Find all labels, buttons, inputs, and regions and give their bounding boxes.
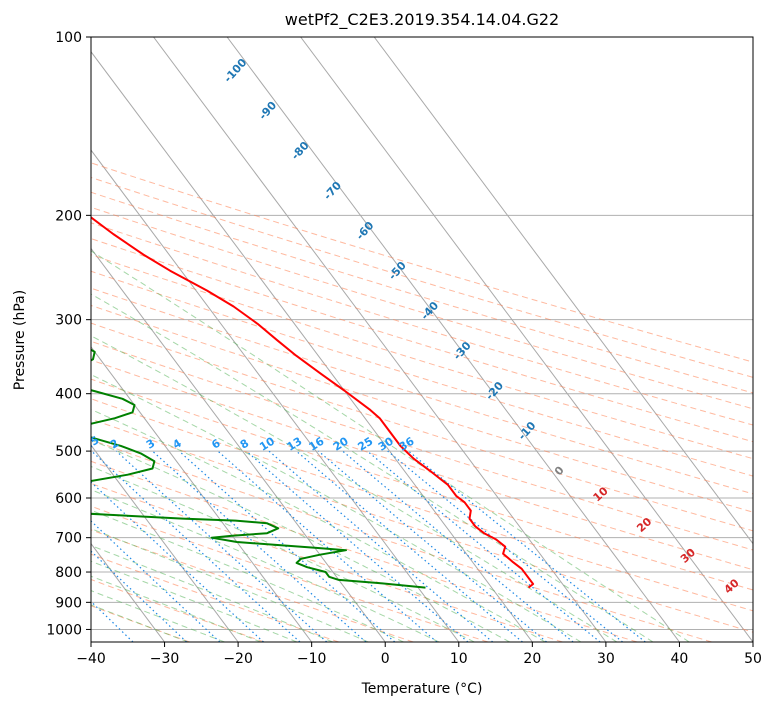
y-tick-label: 500 — [55, 444, 82, 460]
y-axis-label: Pressure (hPa) — [12, 290, 28, 390]
isotherm-line — [373, 37, 753, 545]
dry-adiabat-line — [91, 270, 753, 477]
x-tick-label: −30 — [150, 651, 180, 667]
x-tick-label: 10 — [450, 651, 468, 667]
dry-adiabat-line — [91, 359, 753, 571]
mixing-ratio-line — [246, 450, 469, 642]
mixing-ratio-line — [91, 481, 264, 642]
isotherm-line — [91, 247, 386, 642]
x-tick-label: 50 — [744, 651, 762, 667]
dry-adiabat-line — [91, 398, 753, 612]
isotherm-line — [91, 149, 460, 642]
x-tick-label: −10 — [297, 651, 327, 667]
dry-adiabat-line — [91, 238, 753, 443]
plot-frame — [90, 36, 754, 643]
y-tick-label: 300 — [55, 313, 82, 329]
moist-adiabat-line — [91, 544, 333, 642]
mixing-ratio-line — [91, 550, 188, 642]
mixing-ratio-line — [268, 450, 494, 642]
x-tick-label: 30 — [597, 651, 615, 667]
mixing-ratio-line — [295, 450, 523, 642]
y-tick-label: 200 — [55, 208, 82, 224]
isotherm-line — [153, 37, 607, 642]
dry-adiabat-line — [91, 340, 753, 551]
dry-adiabat-line — [91, 460, 638, 642]
y-tick-label: 100 — [55, 30, 82, 46]
x-axis-label: Temperature (°C) — [361, 681, 483, 697]
dry-adiabat-line — [91, 191, 753, 394]
isotherm-line — [226, 37, 680, 642]
mixing-ratio-line — [366, 450, 601, 642]
moist-adiabat-line — [91, 509, 404, 642]
moist-adiabat-line — [91, 250, 690, 642]
y-tick-label: 700 — [55, 531, 82, 547]
axis-ticks: −40 −30 −20 −10 0 10 20 30 40 50 100 200 300 400 500 60… — [46, 30, 762, 667]
moist-adiabat-line — [91, 465, 475, 642]
y-tick-label: 900 — [55, 595, 82, 611]
dry-adiabat-line — [91, 529, 414, 642]
isotherm-line — [91, 444, 239, 642]
mixing-ratio-label: 1.5 — [78, 433, 101, 454]
background-lines — [91, 37, 753, 642]
profile-lines — [91, 216, 535, 589]
mixing-ratio-line — [318, 450, 547, 642]
dry-adiabat-line — [91, 439, 712, 642]
mixing-ratio-line — [342, 450, 574, 642]
temperature-profile-line — [91, 216, 535, 589]
dry-adiabat-line — [91, 222, 753, 426]
moist-adiabat-line — [91, 560, 298, 642]
mixing-ratio-line — [387, 450, 623, 642]
mixing-ratio-line — [178, 450, 396, 642]
y-tick-label: 600 — [55, 491, 82, 507]
x-tick-label: 0 — [381, 651, 390, 667]
x-tick-label: −20 — [223, 651, 253, 667]
dry-adiabat-line — [91, 176, 753, 378]
x-tick-label: 40 — [671, 651, 689, 667]
chart-title: wetPf2_C2E3.2019.354.14.04.G22 — [285, 10, 559, 30]
moist-adiabat-line — [91, 335, 618, 642]
y-tick-label: 1000 — [46, 622, 82, 638]
dry-adiabat-line — [91, 578, 265, 642]
dry-adiabat-line — [91, 418, 753, 633]
x-tick-label: 20 — [523, 651, 541, 667]
dry-adiabat-line — [91, 505, 489, 642]
dry-adiabat-line — [91, 378, 753, 591]
isotherm-line — [300, 37, 753, 642]
mixing-ratio-line — [217, 450, 438, 642]
x-tick-label: −40 — [76, 651, 106, 667]
y-tick-label: 800 — [55, 565, 82, 581]
mixing-ratio-line — [152, 450, 367, 642]
dewpoint-profile-line — [91, 348, 426, 589]
y-tick-label: 400 — [55, 387, 82, 403]
moist-adiabat-line — [91, 439, 510, 642]
